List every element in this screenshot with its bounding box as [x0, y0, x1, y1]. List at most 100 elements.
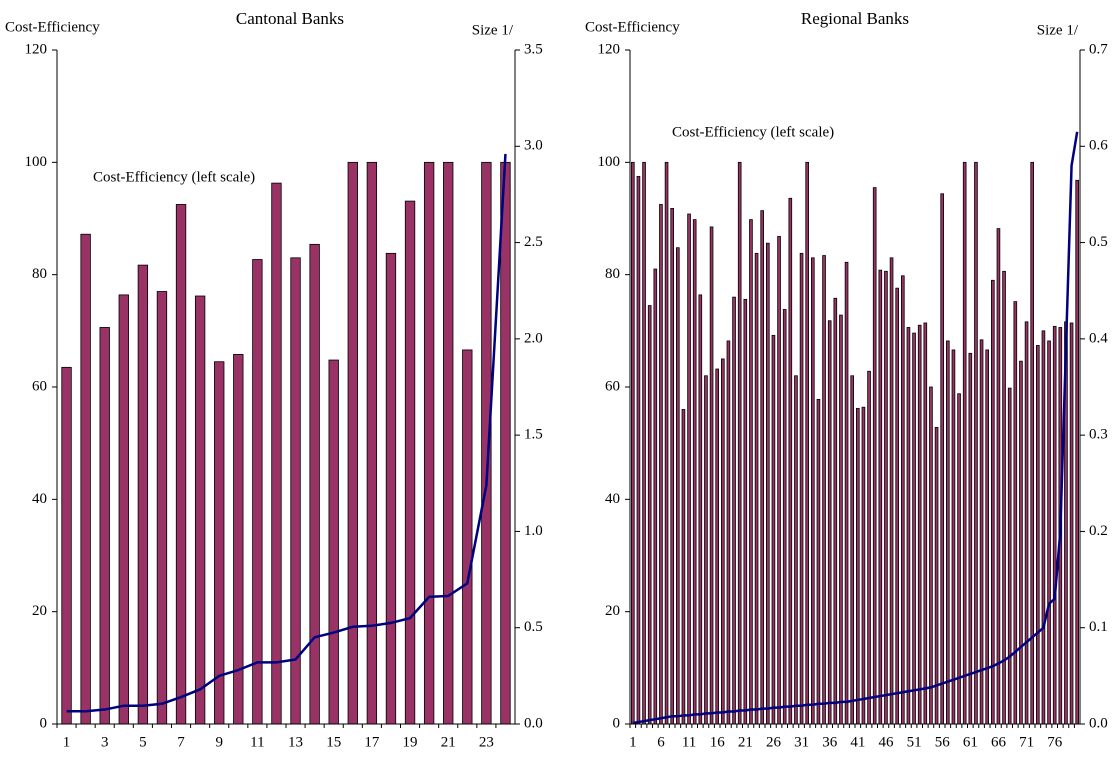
y2-tick-label: 0.4: [1089, 330, 1108, 346]
bar: [366, 161, 378, 725]
x-tick-label: 41: [850, 734, 865, 750]
bar: [996, 228, 1001, 725]
x-tick-label: 21: [738, 734, 753, 750]
bar: [687, 213, 691, 725]
bar: [137, 264, 149, 725]
size-line: [632, 131, 1079, 725]
bar: [867, 370, 871, 725]
bar: [698, 294, 703, 725]
bar: [692, 219, 697, 725]
y2-tick-label: 2.0: [524, 330, 543, 346]
y2-tick-label: 1.0: [524, 523, 543, 539]
bar: [500, 161, 511, 725]
size-line: [66, 153, 507, 713]
bar: [156, 291, 168, 725]
x-tick-label: 1: [63, 734, 71, 750]
bar: [1002, 270, 1006, 725]
bar: [653, 268, 658, 725]
bar: [443, 161, 454, 725]
bar: [856, 407, 860, 725]
x-tick-label: 17: [364, 734, 380, 750]
y-tick-label: 100: [598, 154, 621, 170]
bar: [715, 368, 719, 725]
y-axis-label: Cost-Efficiency: [5, 19, 100, 35]
x-tick-label: 11: [250, 734, 264, 750]
bar: [175, 204, 187, 725]
bar: [462, 349, 473, 725]
bar: [940, 193, 944, 725]
bar: [309, 243, 320, 725]
bar: [271, 182, 282, 725]
bar: [328, 359, 339, 725]
chart-title: Cantonal Banks: [236, 9, 344, 28]
y-tick-label: 40: [32, 491, 47, 507]
bar: [816, 398, 821, 725]
bar: [347, 161, 358, 725]
y2-tick-label: 3.5: [524, 41, 543, 57]
bar: [659, 204, 663, 725]
y2-tick-label: 0.3: [1089, 427, 1108, 443]
x-tick-label: 9: [215, 734, 223, 750]
y2-tick-label: 2.5: [524, 234, 543, 250]
bar: [979, 339, 984, 725]
bar: [974, 161, 978, 725]
bar: [99, 327, 110, 725]
y2-tick-label: 3.0: [524, 138, 543, 154]
bar: [1007, 387, 1012, 725]
bar: [642, 161, 646, 725]
bar: [799, 252, 804, 725]
x-tick-label: 51: [907, 734, 922, 750]
y2-tick-label: 0.1: [1089, 619, 1108, 635]
bar: [962, 161, 967, 725]
x-tick-label: 66: [991, 734, 1007, 750]
y2-tick-label: 0.5: [1089, 234, 1108, 250]
bar: [118, 294, 129, 725]
bar: [805, 161, 809, 725]
bar: [906, 327, 911, 725]
bar: [917, 324, 922, 725]
y2-axis-label: Size 1/: [472, 22, 514, 38]
bar: [423, 161, 435, 725]
bar: [889, 257, 894, 725]
x-tick-label: 7: [177, 734, 185, 750]
x-tick-label: 36: [822, 734, 838, 750]
y2-tick-label: 0.5: [524, 619, 543, 635]
bar: [709, 226, 714, 725]
y-tick-label: 120: [598, 41, 621, 57]
bar: [833, 297, 838, 725]
x-tick-label: 76: [1047, 734, 1063, 750]
x-tick-label: 15: [326, 734, 341, 750]
y-tick-label: 20: [605, 603, 620, 619]
y2-axis-label: Size 1/: [1037, 22, 1079, 38]
x-tick-label: 56: [935, 734, 951, 750]
bar: [404, 200, 416, 725]
y-axis-label: Cost-Efficiency: [585, 19, 680, 35]
bar: [782, 309, 787, 725]
bar: [1047, 340, 1051, 725]
y-tick-label: 0: [613, 715, 621, 731]
bar: [777, 236, 781, 725]
x-tick-label: 19: [403, 734, 418, 750]
bar: [1013, 301, 1018, 725]
bar: [850, 375, 854, 725]
annotation: Cost-Efficiency (left scale): [672, 124, 834, 140]
bar: [726, 340, 731, 725]
y-tick-label: 0: [40, 715, 48, 731]
bar: [670, 207, 674, 725]
bar: [822, 255, 826, 725]
bar: [839, 314, 843, 725]
y2-tick-label: 0.7: [1089, 41, 1108, 57]
y-tick-label: 100: [25, 154, 48, 170]
bar: [754, 252, 759, 725]
bar: [1075, 179, 1079, 725]
bar: [252, 259, 263, 725]
bar: [721, 358, 725, 725]
bar: [732, 296, 736, 725]
chart-title: Regional Banks: [801, 9, 909, 28]
bar: [760, 210, 764, 725]
annotation: Cost-Efficiency (left scale): [93, 169, 255, 185]
bar: [861, 406, 866, 725]
bar: [968, 352, 973, 725]
bar: [636, 175, 641, 725]
